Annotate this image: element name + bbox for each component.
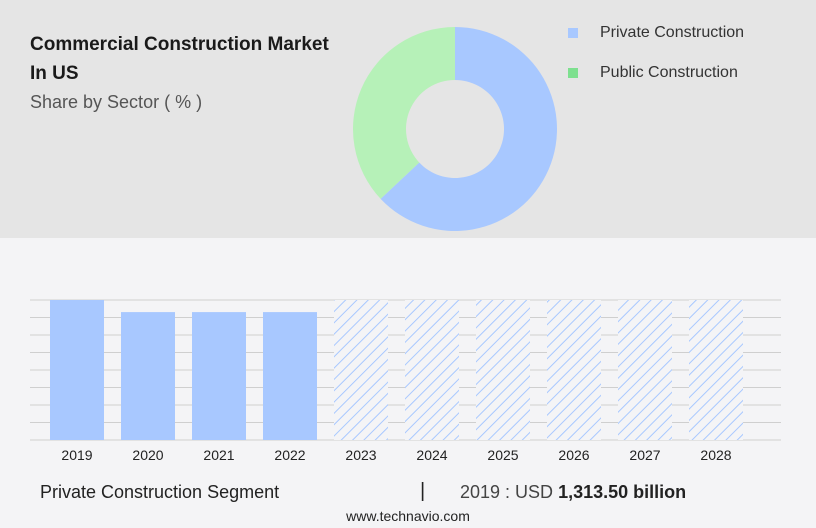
bar-2027 bbox=[618, 300, 672, 440]
legend-item-public: Public Construction bbox=[568, 53, 744, 93]
bar-2026 bbox=[547, 300, 601, 440]
bar-2025 bbox=[476, 300, 530, 440]
footer-year-label: 2019 : USD bbox=[460, 482, 554, 502]
legend-swatch-public bbox=[568, 68, 578, 78]
footer-value: 2019 : USD 1,313.50 billion bbox=[460, 482, 686, 503]
footer-separator: | bbox=[420, 480, 426, 502]
footer-segment-label: Private Construction Segment bbox=[40, 482, 280, 502]
source-link[interactable]: www.technavio.com bbox=[346, 508, 470, 524]
donut-chart bbox=[353, 27, 557, 231]
x-tick-label-2025: 2025 bbox=[487, 447, 518, 463]
x-tick-label-2019: 2019 bbox=[61, 447, 92, 463]
bar-2019 bbox=[50, 300, 104, 440]
bar-chart: 2019 2020 2021 2022 2023 2024 2025 2026 2027 2028 bbox=[30, 299, 781, 463]
x-tick-label-2026: 2026 bbox=[558, 447, 589, 463]
x-tick-label-2021: 2021 bbox=[203, 447, 234, 463]
donut-slice-private bbox=[380, 27, 557, 231]
donut-slice-public bbox=[353, 27, 455, 199]
bar-2024 bbox=[405, 300, 459, 440]
legend-label-public: Public Construction bbox=[600, 64, 738, 81]
bar-2023 bbox=[334, 300, 388, 440]
chart-subtitle: Share by Sector ( % ) bbox=[30, 92, 203, 112]
x-tick-label-2023: 2023 bbox=[345, 447, 376, 463]
bar-2028 bbox=[689, 300, 743, 440]
footer-value-amount: 1,313.50 billion bbox=[558, 482, 687, 502]
x-tick-label-2022: 2022 bbox=[274, 447, 305, 463]
legend: Private Construction Public Construction bbox=[568, 13, 744, 93]
bar-2020 bbox=[121, 312, 175, 440]
x-tick-label-2027: 2027 bbox=[629, 447, 660, 463]
x-tick-label-2024: 2024 bbox=[416, 447, 447, 463]
bar-2022 bbox=[263, 312, 317, 440]
legend-label-private: Private Construction bbox=[600, 24, 745, 41]
x-tick-label-2028: 2028 bbox=[700, 447, 731, 463]
legend-swatch-private bbox=[568, 28, 578, 38]
x-tick-label-2020: 2020 bbox=[132, 447, 163, 463]
chart-title: Commercial Construction Market In US bbox=[30, 34, 329, 84]
legend-item-private: Private Construction bbox=[568, 13, 744, 53]
bar-2021 bbox=[192, 312, 246, 440]
